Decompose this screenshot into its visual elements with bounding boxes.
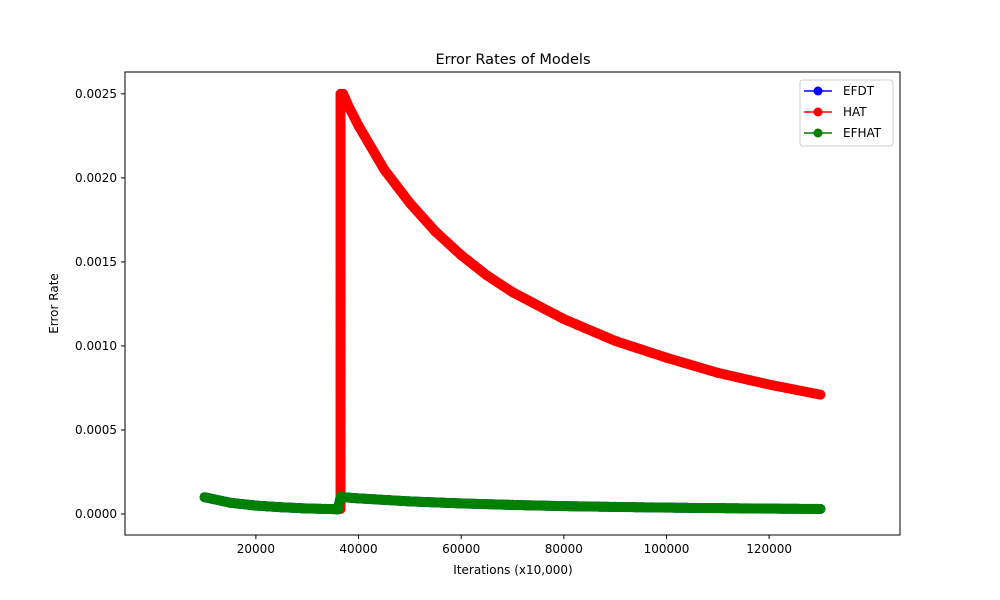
y-tick-label: 0.0010 [75, 339, 117, 353]
series-hat [335, 88, 826, 514]
data-point [815, 389, 826, 400]
series-layer [199, 88, 826, 515]
data-point [815, 503, 826, 514]
x-axis-label: Iterations (x10,000) [453, 563, 572, 577]
legend-box [799, 79, 894, 147]
y-tick-label: 0.0015 [75, 255, 117, 269]
plot-frame [124, 71, 901, 536]
legend-entry-hat: HAT [804, 105, 867, 119]
legend-label: HAT [843, 105, 867, 119]
legend-marker [813, 86, 823, 96]
y-axis-label: Error Rate [47, 273, 61, 334]
x-tick-label: 20000 [237, 542, 275, 556]
x-tick-label: 120000 [746, 542, 792, 556]
y-tick-label: 0.0000 [75, 507, 117, 521]
x-tick-label: 40000 [339, 542, 377, 556]
series-efhat [199, 492, 826, 515]
legend-marker [813, 128, 823, 138]
x-axis-ticks: 20000 40000 60000 80000 100000 120000 [237, 535, 792, 556]
y-tick-label: 0.0005 [75, 423, 117, 437]
chart-title: Error Rates of Models [435, 52, 590, 68]
legend-entry-efdt: EFDT [804, 84, 875, 98]
y-tick-label: 0.0020 [75, 171, 117, 185]
legend: EFDT HAT EFHAT [799, 79, 894, 147]
legend-marker [813, 107, 823, 117]
legend-label: EFDT [843, 84, 875, 98]
legend-entry-efhat: EFHAT [804, 126, 882, 140]
x-tick-label: 80000 [545, 542, 583, 556]
y-axis-ticks: 0.0000 0.0005 0.0010 0.0015 0.0020 0.0025 [75, 87, 125, 521]
y-tick-label: 0.0025 [75, 87, 117, 101]
legend-label: EFHAT [843, 126, 882, 140]
x-tick-label: 100000 [644, 542, 690, 556]
x-tick-label: 60000 [442, 542, 480, 556]
